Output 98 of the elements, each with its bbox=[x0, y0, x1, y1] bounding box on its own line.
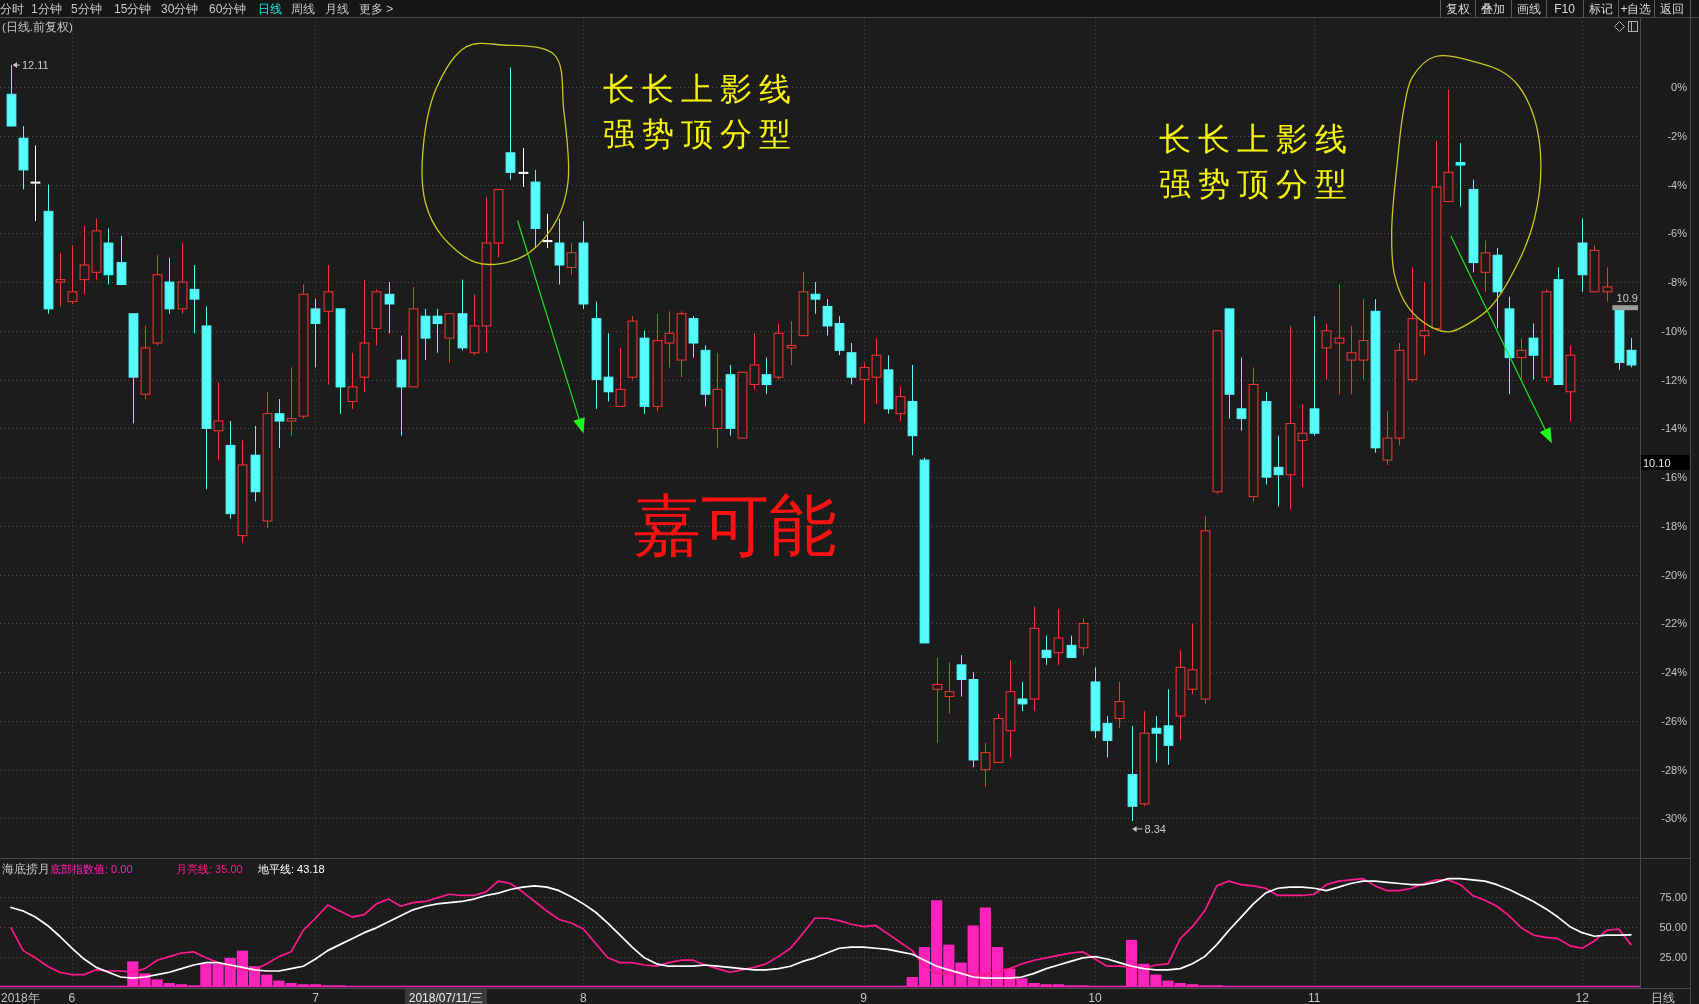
candlestick bbox=[1236, 357, 1247, 432]
text: 5分钟 bbox=[71, 1, 102, 16]
y-tick-label: -20% bbox=[1661, 568, 1688, 581]
y-tick-label: -6% bbox=[1667, 227, 1688, 240]
candlestick bbox=[67, 244, 78, 305]
candlestick bbox=[274, 398, 285, 449]
candlestick bbox=[30, 145, 41, 222]
y-tick-label: -14% bbox=[1661, 422, 1688, 435]
candlestick bbox=[116, 235, 127, 285]
candlestick bbox=[518, 147, 529, 188]
candlestick bbox=[1334, 284, 1345, 395]
annotation: 12.11 bbox=[21, 59, 49, 72]
candlestick bbox=[615, 347, 626, 407]
x-tick-label: 8 bbox=[580, 990, 588, 1004]
candlestick bbox=[1455, 142, 1466, 207]
annotation: 嘉可能 bbox=[633, 488, 837, 564]
y-tick-label: 75.00 bbox=[1659, 890, 1687, 903]
x-tick-label: 11 bbox=[1308, 990, 1321, 1004]
candlestick bbox=[55, 252, 66, 307]
candlestick bbox=[213, 381, 224, 461]
candlestick bbox=[761, 357, 772, 395]
text: 10.10 bbox=[1643, 456, 1671, 469]
text: F10 bbox=[1554, 1, 1576, 16]
candlestick bbox=[1321, 323, 1332, 381]
candlestick bbox=[384, 281, 395, 334]
candlestick bbox=[505, 66, 516, 181]
y-tick-label: -12% bbox=[1661, 373, 1688, 386]
y-tick-label: -28% bbox=[1661, 763, 1688, 776]
candlestick bbox=[810, 281, 821, 315]
text: 标记 bbox=[1587, 1, 1613, 16]
text: 日线 bbox=[1651, 990, 1675, 1004]
text: 地平线: 43.18 bbox=[257, 862, 325, 875]
annotation: 强势顶分型 bbox=[1159, 166, 1354, 202]
text: 月亮线: 35.00 bbox=[176, 862, 243, 875]
text: 1分钟 bbox=[31, 1, 62, 16]
text: 30分钟 bbox=[161, 1, 199, 16]
x-tick-label: 7 bbox=[312, 990, 320, 1004]
text: 15分钟 bbox=[114, 1, 152, 16]
candlestick bbox=[980, 742, 991, 788]
candlestick bbox=[554, 218, 565, 285]
chart-title: (日线.前复权) bbox=[2, 20, 74, 33]
annotation: 强势顶分型 bbox=[603, 116, 798, 152]
text: 月线 bbox=[325, 1, 349, 16]
text: 返回 bbox=[1660, 1, 1684, 16]
candlestick bbox=[1480, 240, 1491, 293]
candlestick bbox=[786, 320, 797, 366]
annotation: 10.9 bbox=[1616, 291, 1638, 304]
candlestick bbox=[347, 352, 358, 410]
chart-title: 海底捞月 bbox=[2, 861, 50, 875]
text: +自选 bbox=[1620, 1, 1652, 16]
text: 画线 bbox=[1516, 1, 1541, 16]
y-tick-label: -26% bbox=[1661, 714, 1688, 727]
candlestick bbox=[1516, 337, 1527, 381]
candlestick bbox=[1053, 608, 1064, 666]
text: 复权 bbox=[1445, 1, 1470, 16]
y-tick-label: 0% bbox=[1671, 80, 1688, 93]
y-tick-label: -16% bbox=[1661, 471, 1688, 484]
y-tick-label: -4% bbox=[1667, 178, 1688, 191]
candlestick bbox=[189, 264, 200, 334]
x-tick-label: 10 bbox=[1088, 990, 1102, 1004]
text: 底部指数值: 0.00 bbox=[50, 862, 133, 875]
candlestick bbox=[1114, 681, 1125, 729]
annotation: 8.34 bbox=[1144, 822, 1166, 835]
candlestick bbox=[1602, 266, 1613, 303]
candlestick bbox=[1041, 635, 1052, 666]
text: 叠加 bbox=[1481, 1, 1505, 16]
text: 周线 bbox=[291, 1, 315, 16]
y-tick-label: -24% bbox=[1661, 666, 1688, 679]
y-tick-label: -2% bbox=[1667, 129, 1688, 142]
y-tick-label: -10% bbox=[1661, 324, 1688, 337]
candlestick bbox=[1066, 635, 1077, 659]
y-tick-label: 50.00 bbox=[1659, 920, 1687, 933]
text: 更多 > bbox=[359, 1, 394, 16]
x-tick-label: 6 bbox=[68, 990, 76, 1004]
candlestick bbox=[323, 264, 334, 385]
y-tick-label: 25.00 bbox=[1659, 950, 1687, 963]
text: 2018年 bbox=[1, 990, 40, 1004]
text: 分时 bbox=[0, 1, 24, 16]
candlestick bbox=[1017, 681, 1028, 712]
candlestick bbox=[310, 298, 321, 368]
candlestick bbox=[932, 657, 943, 744]
candlestick bbox=[1528, 323, 1539, 381]
candlestick bbox=[566, 242, 577, 276]
text: 2018/07/11/三 bbox=[408, 990, 484, 1004]
annotation: 长长上影线 bbox=[1159, 121, 1354, 157]
candlestick bbox=[542, 213, 553, 249]
x-tick-label: 9 bbox=[860, 990, 868, 1004]
y-tick-label: -30% bbox=[1661, 812, 1688, 825]
candlestick bbox=[895, 386, 906, 422]
x-tick-label: 12 bbox=[1575, 990, 1590, 1004]
text: 日线 bbox=[258, 1, 282, 16]
candlestick bbox=[286, 366, 297, 437]
annotation: 长长上影线 bbox=[603, 71, 798, 107]
y-tick-label: -8% bbox=[1667, 276, 1688, 289]
y-tick-label: -18% bbox=[1661, 519, 1688, 532]
text: 60分钟 bbox=[209, 1, 247, 16]
candlestick bbox=[944, 661, 955, 715]
y-tick-label: -22% bbox=[1661, 617, 1688, 630]
